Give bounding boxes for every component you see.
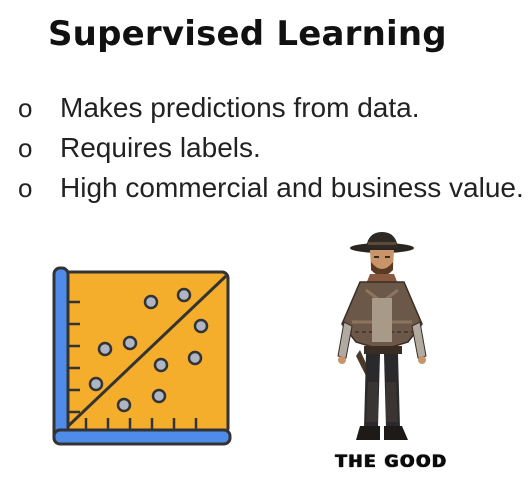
scatter-point xyxy=(193,318,209,334)
scatter-point xyxy=(176,287,192,303)
scatter-point xyxy=(97,341,113,357)
scatter-point xyxy=(122,335,138,351)
scatter-point xyxy=(151,388,167,404)
bullet-marker: o xyxy=(18,133,33,163)
bullet-item: o Requires labels. xyxy=(18,132,524,172)
scatter-point xyxy=(187,350,203,366)
y-ticks xyxy=(68,300,80,414)
cowboy-illustration xyxy=(337,232,427,440)
bullet-marker: o xyxy=(18,93,33,123)
scatter-point xyxy=(88,376,104,392)
scatter-plot-icon xyxy=(52,266,232,446)
scatter-point xyxy=(116,397,132,413)
bullet-text: High commercial and business value. xyxy=(60,172,524,203)
bullet-item: o High commercial and business value. xyxy=(18,172,524,212)
bullet-text: Requires labels. xyxy=(60,132,261,163)
slide-title: Supervised Learning xyxy=(48,14,447,54)
scatter-point xyxy=(153,357,169,373)
x-axis-bar xyxy=(52,428,232,446)
x-ticks xyxy=(84,418,198,430)
bullet-item: o Makes predictions from data. xyxy=(18,92,524,132)
figure-caption: THE GOOD xyxy=(334,452,448,472)
scatter-point xyxy=(143,294,159,310)
bullet-marker: o xyxy=(18,173,33,203)
hat-crown xyxy=(366,232,398,248)
scatter-points xyxy=(88,287,209,413)
trend-line xyxy=(62,274,228,432)
y-axis-bar xyxy=(52,266,70,442)
bullet-text: Makes predictions from data. xyxy=(60,92,420,123)
bullet-list: o Makes predictions from data. o Require… xyxy=(18,92,524,212)
